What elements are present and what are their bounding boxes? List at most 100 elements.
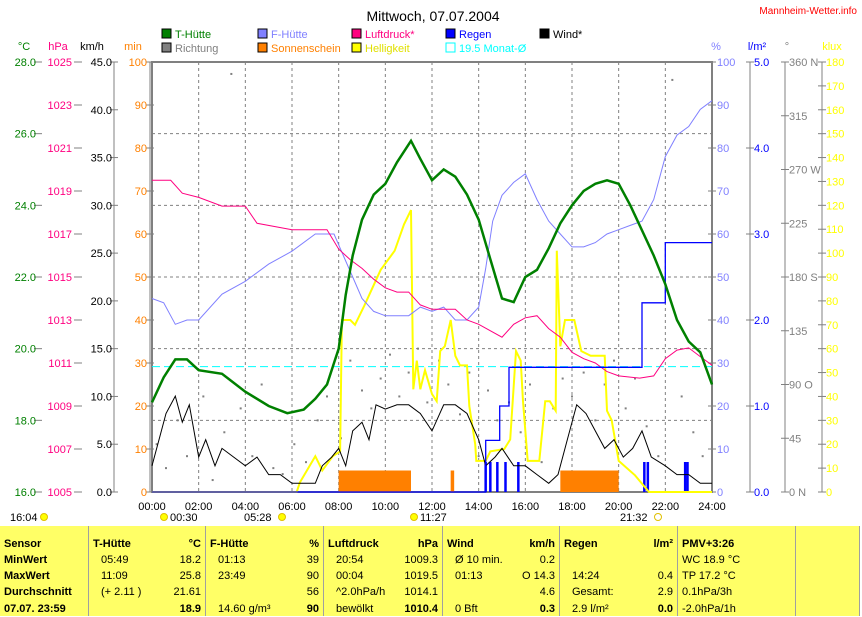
x-tick-label: 20:00 [605, 501, 633, 513]
direction-dot [701, 455, 704, 458]
stats-cell-value: 1010.4 [404, 603, 438, 615]
direction-dot [561, 377, 564, 380]
stats-row: TP 17.2 °C [682, 568, 791, 584]
direction-dot [176, 419, 179, 422]
stats-row: bewölkt 1010.4 [328, 601, 438, 617]
series-line-regen [152, 241, 712, 493]
stats-label: MinWert [4, 554, 48, 566]
direction-dot [426, 401, 429, 404]
series-line-wind [151, 394, 712, 484]
direction-tick-label: 45 [789, 433, 801, 445]
axis-units: °C hPa km/h min% l/m² ° klux [18, 41, 842, 53]
direction-dot [379, 377, 382, 380]
stats-label: 07.07. 23:59 [4, 603, 66, 615]
humidity-tick-label: 50 [717, 272, 729, 284]
stats-column: T-Hütte °C 05:49 18.2 11:09 25.8 (+ 2.11 ) 21.6… [89, 526, 206, 616]
stats-cell-left: ^2.0hPa/h [336, 586, 386, 598]
stats-cell-value: 0.2 [539, 554, 555, 566]
moonrise-icon [160, 513, 168, 521]
astro-time: 05:28 [244, 512, 272, 524]
sun-tick-label: 80 [135, 143, 147, 155]
pressure-tick-label: 1009 [48, 401, 72, 413]
pressure-tick-label: 1021 [48, 143, 72, 155]
astro-time: 11:27 [420, 512, 447, 524]
direction-tick-label: 360 N [789, 57, 818, 69]
stats-cell-value: 90 [306, 603, 319, 615]
rain-tick-label: 0.0 [754, 487, 769, 499]
temp-tick-label: 18.0 [15, 415, 36, 427]
wind-tick-label: 20.0 [91, 296, 112, 308]
stats-cell-value: 18.9 [179, 603, 201, 615]
stats-cell-value: 0.0 [657, 603, 673, 615]
pressure-tick-label: 1005 [48, 487, 72, 499]
sun-tick-label: 10 [135, 444, 147, 456]
stats-cell-left: TP 17.2 °C [682, 570, 736, 582]
site-link[interactable]: Mannheim-Wetter.info [759, 6, 857, 17]
stats-column: Luftdruck hPa 20:54 1009.3 00:04 1019.5 ^2.0hP… [324, 526, 443, 616]
direction-dot [305, 461, 307, 464]
stats-header: PMV+3:26 [682, 536, 791, 552]
direction-dot [477, 455, 480, 458]
legend-swatch [161, 42, 172, 53]
sun-tick-label: 30 [135, 358, 147, 370]
legend-swatch [351, 42, 362, 53]
wind-tick-label: 40.0 [91, 105, 112, 117]
direction-dot [417, 347, 419, 350]
stats-row-label: MinWert [4, 552, 84, 568]
x-tick-label: 14:00 [465, 501, 493, 513]
humidity-tick-label: 90 [717, 100, 729, 112]
direction-dot [251, 455, 254, 458]
pressure-unit-label: hPa [48, 41, 68, 53]
direction-tick-label: 135 [789, 326, 807, 338]
direction-dot [239, 407, 242, 410]
stats-row: 56 [210, 584, 319, 600]
stats-row: ^2.0hPa/h 1014.1 [328, 584, 438, 600]
stats-cell-value: 1019.5 [404, 570, 438, 582]
direction-dot [349, 359, 352, 362]
direction-dot [407, 371, 410, 374]
x-tick-label: 08:00 [325, 501, 353, 513]
humidity-tick-label: 60 [717, 229, 729, 241]
direction-tick-label: 315 [789, 111, 807, 123]
stats-row: 14.60 g/m³ 90 [210, 601, 319, 617]
x-tick-label: 04:00 [232, 501, 260, 513]
chart-title: Mittwoch, 07.07.2004 [366, 8, 499, 24]
direction-dot [155, 443, 158, 446]
wind-tick-label: 15.0 [91, 344, 112, 356]
pressure-tick-label: 1013 [48, 315, 72, 327]
stats-header-unit: hPa [417, 538, 438, 550]
direction-dot [389, 353, 391, 356]
direction-dot [519, 431, 522, 434]
stats-row: 23:49 90 [210, 568, 319, 584]
legend-swatch [445, 28, 456, 39]
stats-row: 01:13 O 14.3 [447, 568, 555, 584]
lux-tick-label: 20 [826, 439, 838, 451]
legend-label: Sonnenschein [271, 43, 341, 55]
series-line-thtte [150, 138, 714, 415]
astro-time: 16:04 [10, 512, 38, 524]
stats-cell-left: 23:49 [218, 570, 246, 582]
direction-dot [361, 389, 363, 392]
direction-tick-label: 270 W [789, 165, 821, 177]
rain-tick-label: 2.0 [754, 315, 769, 327]
sun-tick-label: 20 [135, 401, 147, 413]
stats-row: 2.9 l/m² 0.0 [564, 601, 673, 617]
stats-column: Regen l/m² 14:24 0.4 Gesamt: 2.9 2.9 l/m² 0.0 [560, 526, 678, 616]
direction-dot [468, 371, 471, 374]
stats-row [564, 552, 673, 568]
direction-tick-label: 180 S [789, 272, 818, 284]
stats-column-empty [796, 526, 860, 616]
stats-header: F-Hütte% [210, 536, 319, 552]
pressure-tick-label: 1025 [48, 57, 72, 69]
astro-time: 21:32 [620, 512, 648, 524]
series-line-helligkeit [152, 209, 712, 493]
sunshine-bar [560, 470, 619, 492]
legend-label: Helligkeit [365, 43, 410, 55]
stats-cell-value: 25.8 [179, 570, 201, 582]
temp-tick-label: 24.0 [15, 200, 36, 212]
stats-cell-left: Gesamt: [572, 586, 614, 598]
stats-column: Wind km/h Ø 10 min. 0.2 01:13 O 14.3 4.6 0 Bft 0… [443, 526, 560, 616]
stats-cell-left: bewölkt [336, 603, 374, 615]
direction-dot [293, 443, 296, 446]
legend-label: Luftdruck* [365, 29, 415, 41]
